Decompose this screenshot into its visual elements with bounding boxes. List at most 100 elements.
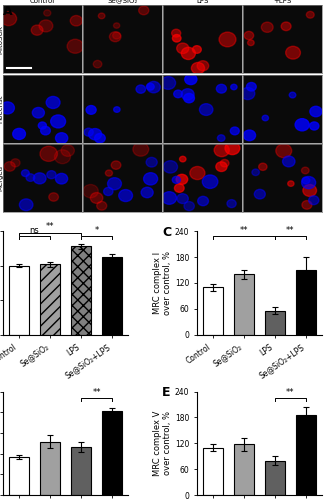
Circle shape (144, 172, 158, 185)
Circle shape (133, 142, 149, 156)
Y-axis label: MRC complex V
over control, %: MRC complex V over control, % (152, 410, 172, 476)
Text: E: E (162, 386, 170, 400)
Circle shape (113, 32, 121, 39)
Bar (202, 448, 223, 495)
Circle shape (146, 84, 154, 90)
Circle shape (55, 150, 71, 164)
Bar (296, 270, 316, 334)
Circle shape (49, 193, 58, 201)
Circle shape (4, 162, 15, 171)
Circle shape (21, 170, 29, 176)
Bar (71, 246, 91, 334)
Circle shape (184, 202, 194, 210)
Circle shape (67, 39, 83, 54)
Circle shape (90, 192, 103, 203)
Circle shape (295, 118, 309, 131)
Circle shape (180, 156, 186, 162)
Circle shape (95, 134, 105, 143)
Bar (265, 460, 285, 495)
Circle shape (216, 84, 227, 93)
Text: **: ** (286, 226, 295, 235)
Circle shape (56, 132, 68, 143)
Circle shape (84, 128, 93, 136)
Circle shape (261, 22, 273, 32)
Bar (296, 415, 316, 495)
Circle shape (302, 177, 310, 184)
Text: **: ** (46, 222, 54, 232)
Circle shape (11, 159, 20, 167)
Circle shape (259, 163, 267, 170)
Circle shape (163, 160, 177, 173)
Circle shape (216, 162, 227, 172)
Circle shape (40, 146, 58, 162)
Circle shape (136, 85, 146, 94)
Circle shape (70, 16, 82, 26)
Circle shape (162, 192, 176, 204)
Text: A: A (3, 5, 13, 18)
Circle shape (185, 74, 197, 85)
Circle shape (191, 62, 204, 74)
Circle shape (31, 25, 43, 35)
Circle shape (177, 194, 188, 203)
Circle shape (248, 40, 254, 46)
Circle shape (177, 43, 189, 54)
Circle shape (220, 160, 229, 167)
Circle shape (114, 107, 120, 112)
Circle shape (172, 176, 180, 184)
Circle shape (32, 108, 45, 118)
Circle shape (26, 174, 35, 182)
Circle shape (202, 175, 218, 188)
Circle shape (44, 10, 51, 16)
Circle shape (246, 82, 256, 91)
Circle shape (192, 46, 201, 54)
Circle shape (47, 170, 56, 178)
Circle shape (46, 96, 60, 108)
Y-axis label: MitoSOX: MitoSOX (0, 24, 4, 54)
Circle shape (141, 187, 153, 198)
Circle shape (111, 161, 121, 170)
Circle shape (217, 135, 225, 141)
Circle shape (241, 88, 255, 100)
Circle shape (243, 130, 255, 140)
Circle shape (97, 202, 107, 210)
Circle shape (1, 12, 17, 26)
Bar (234, 444, 254, 495)
Circle shape (252, 169, 259, 175)
Y-axis label: Hoechst: Hoechst (0, 94, 4, 123)
Circle shape (302, 167, 309, 174)
Circle shape (93, 60, 102, 68)
Circle shape (105, 170, 112, 176)
Circle shape (286, 46, 300, 59)
Text: **: ** (286, 388, 295, 397)
Circle shape (38, 122, 46, 129)
Circle shape (89, 128, 102, 140)
Circle shape (214, 144, 229, 156)
Bar (265, 311, 285, 334)
Circle shape (198, 196, 209, 205)
Circle shape (231, 84, 237, 89)
Bar (9, 457, 29, 495)
Circle shape (119, 190, 133, 202)
Circle shape (98, 13, 105, 19)
Text: **: ** (93, 388, 101, 398)
Circle shape (173, 34, 181, 42)
Circle shape (219, 32, 236, 47)
Bar (40, 442, 60, 495)
Circle shape (147, 82, 160, 93)
Circle shape (161, 76, 176, 90)
Circle shape (41, 126, 50, 135)
Circle shape (20, 199, 33, 210)
Circle shape (190, 166, 205, 179)
Circle shape (288, 181, 294, 186)
Circle shape (310, 106, 322, 117)
Circle shape (306, 12, 314, 18)
Circle shape (262, 115, 268, 121)
Bar (202, 287, 223, 335)
Y-axis label: Merged: Merged (0, 165, 4, 191)
Title: Se@SiO₂
+LPS: Se@SiO₂ +LPS (267, 0, 298, 4)
Circle shape (172, 29, 181, 37)
Circle shape (227, 200, 236, 207)
Circle shape (309, 196, 319, 204)
Circle shape (303, 184, 317, 196)
Bar (234, 274, 254, 334)
